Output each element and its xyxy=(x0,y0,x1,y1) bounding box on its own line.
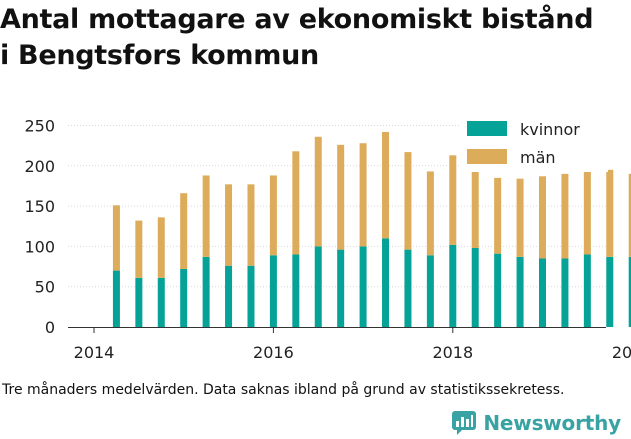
x-tick-label: 2014 xyxy=(74,343,115,362)
bar-man xyxy=(449,155,457,245)
bar-man xyxy=(292,151,300,255)
bar-man xyxy=(247,184,255,266)
bar-man xyxy=(606,169,614,257)
y-tick-label: 200 xyxy=(24,157,55,176)
bars xyxy=(112,131,631,327)
bar-man xyxy=(561,173,569,259)
brand-name: Newsworthy xyxy=(483,411,621,435)
y-axis-tick-labels: 0 50 100 150 200 250 xyxy=(24,117,55,338)
bar-kvinnor xyxy=(269,255,277,327)
bar-kvinnor xyxy=(225,265,233,327)
bar-kvinnor xyxy=(606,256,614,327)
bar-kvinnor xyxy=(247,265,255,327)
x-tick-label: 2016 xyxy=(253,343,294,362)
bar-kvinnor xyxy=(382,238,390,327)
y-tick-label: 50 xyxy=(35,278,55,297)
legend-label: kvinnor xyxy=(520,120,580,139)
bar-man xyxy=(112,205,120,271)
bar-kvinnor xyxy=(157,277,165,327)
bar-man xyxy=(471,153,479,249)
bar-kvinnor xyxy=(426,255,434,327)
bar-man xyxy=(426,171,434,256)
bar-man xyxy=(583,162,591,255)
bar-kvinnor xyxy=(516,256,524,327)
bar-man xyxy=(337,144,345,250)
bar-man xyxy=(135,220,143,278)
chart-title-line-1: Antal mottagare av ekonomiskt bistånd xyxy=(0,4,594,35)
y-tick-label: 250 xyxy=(24,117,55,136)
bar-kvinnor xyxy=(112,270,120,327)
x-tick-label: 2018 xyxy=(432,343,473,362)
bar-man xyxy=(539,176,546,259)
bar-man xyxy=(269,175,277,256)
bar-man xyxy=(404,152,412,250)
chart-caption: Tre månaders medelvärden. Data saknas ib… xyxy=(2,382,565,398)
chart-title: Antal mottagare av ekonomiskt bistånd i … xyxy=(0,2,631,74)
bar-man xyxy=(157,217,165,278)
bar-kvinnor xyxy=(449,244,457,327)
bar-kvinnor xyxy=(314,246,322,327)
legend: kvinnor män xyxy=(460,114,608,172)
y-tick-label: 150 xyxy=(24,197,55,216)
bar-kvinnor xyxy=(494,253,502,327)
bar-kvinnor xyxy=(292,254,300,327)
x-tick-label: 2020 xyxy=(612,343,631,362)
x-axis: 201420162018202020222024 xyxy=(68,327,631,362)
bar-man xyxy=(382,131,390,239)
legend-label: män xyxy=(520,148,556,167)
bar-kvinnor xyxy=(404,249,412,327)
bar-kvinnor xyxy=(471,248,479,327)
bar-kvinnor xyxy=(202,256,210,327)
y-tick-label: 100 xyxy=(24,237,55,256)
newsworthy-logo-icon xyxy=(452,411,477,435)
y-tick-label: 0 xyxy=(45,318,55,337)
bar-man xyxy=(359,143,367,247)
legend-swatch xyxy=(467,121,507,136)
bar-kvinnor xyxy=(337,249,345,327)
legend-swatch xyxy=(467,149,507,164)
bar-kvinnor xyxy=(561,258,569,327)
brand-logo: Newsworthy xyxy=(451,408,621,438)
bar-man xyxy=(516,178,524,257)
bar-kvinnor xyxy=(539,258,546,327)
bar-kvinnor xyxy=(359,246,367,327)
bar-kvinnor xyxy=(135,277,143,327)
bar-man xyxy=(314,136,322,247)
chart-title-line-2: i Bengtsfors kommun xyxy=(0,40,319,71)
bar-man xyxy=(180,193,188,269)
bar-man xyxy=(628,173,631,257)
bar-man xyxy=(225,184,233,266)
bar-kvinnor xyxy=(583,254,591,327)
bar-kvinnor xyxy=(628,256,631,327)
bar-kvinnor xyxy=(180,268,188,327)
bar-man xyxy=(494,177,502,254)
bar-man xyxy=(202,175,210,257)
